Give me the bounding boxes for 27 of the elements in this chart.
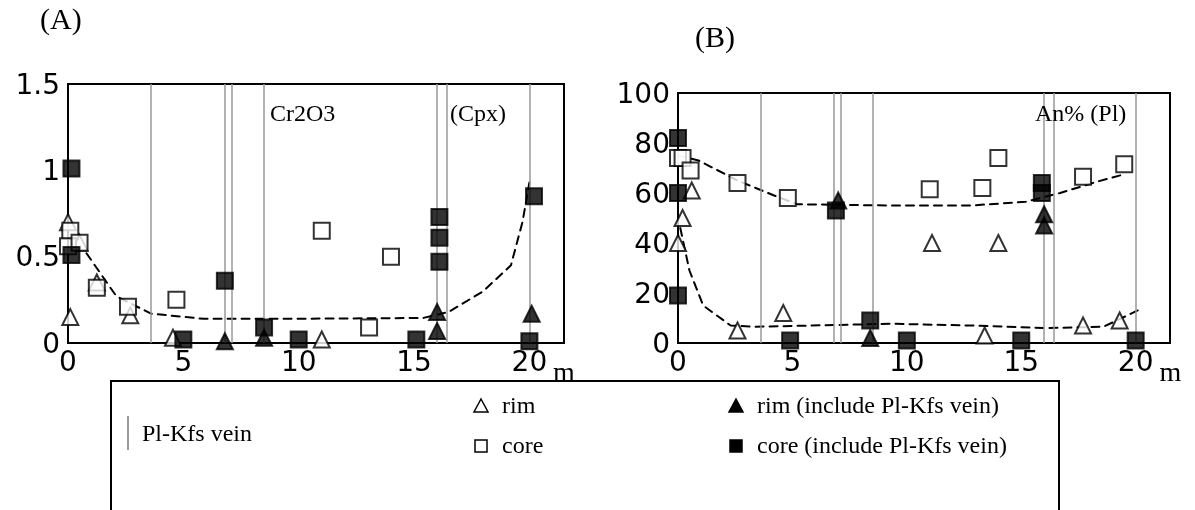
- annotation: (Cpx): [450, 100, 506, 127]
- y-tick-label: 1: [42, 153, 60, 187]
- y-tick-label: 1.5: [15, 67, 60, 101]
- annotation: An% (Pl): [1035, 100, 1127, 127]
- legend-label: core: [502, 432, 544, 459]
- y-tick-label: 0.5: [15, 240, 60, 274]
- x-tick-label: 10: [280, 344, 317, 378]
- x-tick-label: 5: [783, 344, 802, 378]
- x-tick-label: 5: [174, 344, 193, 378]
- x-tick-label: 20: [511, 344, 548, 378]
- legend-label: rim (include Pl-Kfs vein): [757, 392, 999, 419]
- y-tick-label: 80: [634, 126, 670, 160]
- x-tick-label: 20: [1117, 344, 1154, 378]
- y-tick-label: 20: [634, 276, 670, 310]
- x-tick-label: 15: [1003, 344, 1040, 378]
- x-tick-label: 10: [889, 344, 925, 378]
- chart-title: (A): [40, 2, 82, 36]
- annotation: Cr2O3: [270, 100, 336, 127]
- legend-label: rim: [502, 392, 536, 419]
- y-tick-label: 40: [634, 226, 670, 260]
- chart-title: (B): [695, 20, 735, 54]
- y-tick-label: 60: [634, 176, 670, 210]
- legend-label: core (include Pl-Kfs vein): [757, 432, 1007, 459]
- x-axis-title: m: [1159, 355, 1182, 387]
- y-tick-label: 100: [616, 76, 670, 110]
- x-tick-label: 15: [396, 344, 432, 378]
- legend-label: Pl-Kfs vein: [142, 419, 252, 447]
